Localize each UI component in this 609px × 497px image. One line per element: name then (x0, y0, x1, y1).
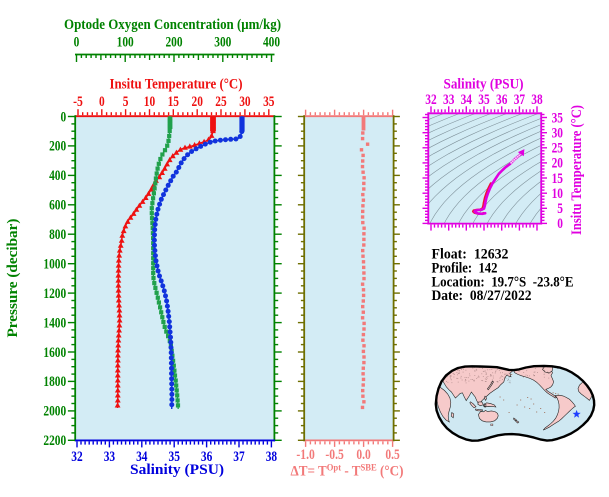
svg-text:200: 200 (165, 35, 182, 51)
svg-text:0.0: 0.0 (356, 447, 370, 463)
svg-text:1800: 1800 (43, 374, 66, 390)
svg-text:Salinity (PSU): Salinity (PSU) (130, 462, 224, 478)
svg-text:20: 20 (552, 156, 563, 172)
svg-text:0: 0 (74, 35, 80, 51)
svg-text:-0.5: -0.5 (325, 447, 343, 463)
svg-text:Optode Oxygen Concentration (μ: Optode Oxygen Concentration (μm/kg) (64, 17, 281, 33)
svg-text:2000: 2000 (43, 404, 66, 420)
svg-text:30: 30 (552, 126, 563, 142)
svg-text:36: 36 (201, 449, 213, 465)
svg-text:34: 34 (136, 449, 148, 465)
svg-text:33: 33 (104, 449, 115, 465)
svg-text:34: 34 (461, 92, 473, 108)
svg-text:Pressure (decibar): Pressure (decibar) (5, 218, 21, 337)
svg-text:35: 35 (263, 94, 274, 110)
svg-text:33: 33 (443, 92, 454, 108)
svg-text:-5: -5 (73, 94, 83, 110)
svg-text:Profile: 142: Profile: 142 (432, 260, 498, 276)
svg-text:100: 100 (117, 35, 134, 51)
svg-text:10: 10 (144, 94, 155, 110)
svg-text:-1.0: -1.0 (296, 447, 314, 463)
svg-text:Location: 19.7°S -23.8°E: Location: 19.7°S -23.8°E (432, 274, 574, 290)
svg-text:800: 800 (49, 227, 66, 243)
svg-text:1200: 1200 (43, 286, 66, 302)
svg-text:0.5: 0.5 (385, 447, 399, 463)
svg-text:35: 35 (552, 110, 563, 126)
svg-text:15: 15 (168, 94, 179, 110)
svg-text:Date: 08/27/2022: Date: 08/27/2022 (432, 288, 532, 304)
svg-text:5: 5 (123, 94, 129, 110)
svg-text:38: 38 (531, 92, 542, 108)
svg-text:1400: 1400 (43, 315, 66, 331)
svg-text:400: 400 (49, 168, 66, 184)
svg-text:35: 35 (478, 92, 489, 108)
svg-text:Salinity (PSU): Salinity (PSU) (444, 77, 524, 93)
svg-text:600: 600 (49, 198, 66, 214)
svg-text:ΔT= TOpt - TSBE (°C): ΔT= TOpt - TSBE (°C) (291, 464, 404, 480)
svg-text:36: 36 (496, 92, 508, 108)
svg-text:400: 400 (263, 35, 280, 51)
svg-text:0: 0 (557, 216, 563, 232)
svg-text:1000: 1000 (43, 257, 66, 273)
svg-text:35: 35 (169, 449, 180, 465)
svg-text:25: 25 (552, 141, 563, 157)
svg-text:2200: 2200 (43, 433, 66, 449)
svg-text:1600: 1600 (43, 345, 66, 361)
svg-text:200: 200 (49, 139, 66, 155)
svg-text:30: 30 (239, 94, 250, 110)
svg-text:Insitu Temperature (°C): Insitu Temperature (°C) (110, 77, 243, 93)
svg-text:300: 300 (214, 35, 231, 51)
svg-text:0: 0 (99, 94, 105, 110)
svg-text:15: 15 (552, 171, 563, 187)
svg-text:37: 37 (233, 449, 245, 465)
svg-text:Float: 12632: Float: 12632 (432, 247, 509, 263)
svg-text:20: 20 (192, 94, 203, 110)
svg-text:37: 37 (514, 92, 526, 108)
svg-text:5: 5 (557, 201, 563, 217)
svg-text:10: 10 (552, 186, 563, 202)
svg-text:38: 38 (266, 449, 277, 465)
svg-text:25: 25 (215, 94, 226, 110)
svg-text:Insitu Temperature (°C): Insitu Temperature (°C) (569, 105, 585, 235)
svg-text:32: 32 (71, 449, 82, 465)
svg-text:0: 0 (61, 109, 67, 125)
svg-text:32: 32 (425, 92, 436, 108)
